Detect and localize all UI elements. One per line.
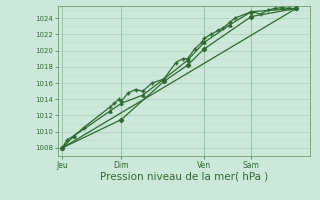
X-axis label: Pression niveau de la mer( hPa ): Pression niveau de la mer( hPa ) [100, 171, 268, 181]
